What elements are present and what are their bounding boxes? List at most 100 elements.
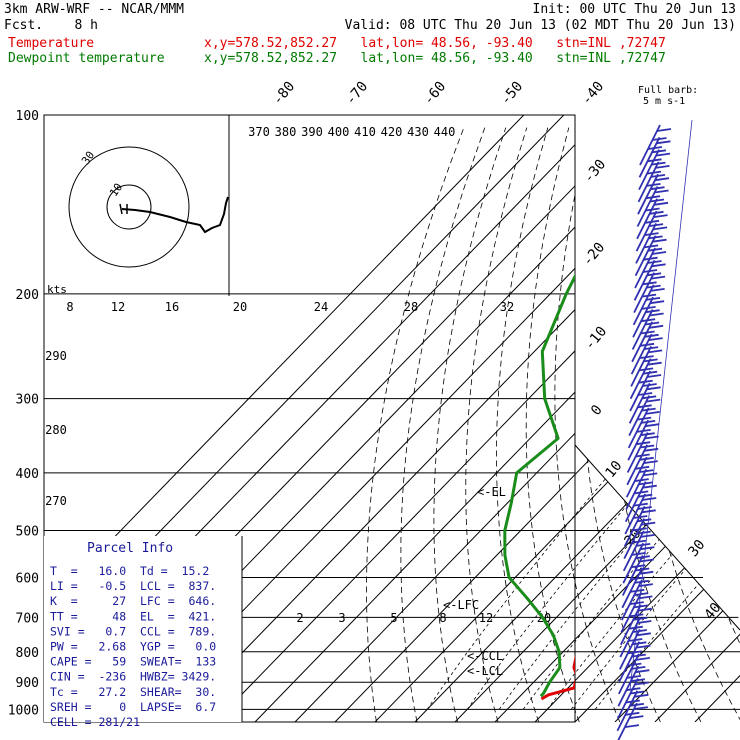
moist-adiabat (546, 318, 740, 710)
wind-barb-flag (646, 398, 661, 403)
theta-label: 440 (434, 125, 456, 139)
wind-barb-flag (649, 324, 664, 329)
profile-dewpoint-temperature (503, 273, 575, 698)
theta-label: 420 (381, 125, 403, 139)
wind-barb-shaft (633, 272, 655, 314)
wind-barb-flag (638, 595, 653, 600)
temperature-location: x,y=578.52,852.27 lat,lon= 48.56, -93.40… (204, 36, 666, 51)
wind-barb-shaft (621, 567, 644, 609)
wind-barb-flag (655, 165, 670, 169)
wind-barb-shaft (617, 678, 639, 719)
mixing-ratio-label: 28 (404, 300, 418, 314)
wind-barb-flag (638, 583, 653, 587)
wind-barb-shaft (629, 358, 652, 400)
wind-barb-shaft (632, 284, 655, 326)
isotherm-line (574, 115, 740, 722)
wind-barb-flag (654, 189, 669, 194)
wind-barb-flag (652, 238, 667, 243)
wind-barb-shaft (639, 124, 661, 166)
mixing-ratio-label: 16 (165, 300, 179, 314)
isotherm-label: -70 (343, 79, 372, 109)
theta-label: 410 (354, 125, 376, 139)
wind-barb-flag (643, 460, 658, 464)
wind-barb-shaft (619, 628, 641, 670)
dry-adiabat (685, 127, 740, 722)
wind-barb-shaft (617, 702, 638, 740)
wind-barb-flag (650, 275, 666, 280)
mixing-ratio-label: 8 (439, 611, 446, 625)
wind-barb-shaft (616, 690, 639, 732)
parcel-line: T = 16.0 Td = 15.2 (50, 564, 209, 578)
lfc-annotation: <-LFC (443, 598, 479, 612)
pressure-label-300: 300 (16, 393, 39, 408)
wind-barb-shaft (637, 173, 659, 215)
wind-barb-shaft (624, 493, 647, 535)
el-annotation: <-EL (477, 485, 506, 499)
dry-adiabat (433, 127, 507, 722)
wind-barb-shaft (623, 505, 646, 547)
parcel-line: CIN = -236 HWBZ= 3429. (50, 670, 216, 684)
mixing-ratio-label: 5 (390, 611, 397, 625)
wind-barb-flag (645, 411, 660, 415)
wind-barb-shaft (634, 247, 656, 289)
wind-barb-shaft (634, 235, 657, 277)
isotherm-label: 30 (685, 537, 708, 560)
parcel-info-panel: Parcel Info T = 16.0 Td = 15.2LI = -0.5 L… (44, 536, 243, 729)
isotherm-line (44, 115, 581, 722)
dewpoint-legend-label: Dewpoint temperature (8, 51, 165, 66)
wind-barb-flag (647, 374, 662, 378)
wind-barb-shaft (631, 309, 654, 350)
wind-barb-shaft (628, 382, 651, 424)
dry-adiabat (660, 127, 740, 722)
mixing-ratio-label: 12 (479, 611, 493, 625)
wind-barb-flag (651, 251, 667, 255)
wind-barb-flag (640, 534, 655, 538)
wind-barb-flag (637, 607, 652, 612)
valid-time: Valid: 08 UTC Thu 20 Jun 13 (02 MDT Thu … (344, 18, 736, 33)
wind-barb-flag (635, 657, 650, 661)
hodograph-ring-outer (68, 146, 190, 268)
wind-barb-flag (651, 263, 666, 268)
wind-axis-line (629, 119, 693, 691)
hodograph-ring-inner (106, 184, 152, 230)
wind-barb-shaft (638, 149, 660, 191)
pressure-label-1000: 1000 (8, 703, 39, 718)
wind-barb-flag (634, 681, 649, 686)
wind-barb-flag (635, 669, 650, 674)
dry-adiabat (554, 127, 621, 722)
wind-barb-shaft (618, 641, 641, 683)
wind-barb-shaft (637, 161, 660, 203)
wind-barb-shaft (635, 222, 657, 264)
hodograph-marks (119, 203, 128, 215)
isotherm-line (494, 115, 740, 722)
isotherm-label: -50 (498, 79, 527, 109)
pressure-label-900: 900 (16, 676, 39, 691)
theta-label: 280 (45, 423, 67, 437)
pressure-label-400: 400 (16, 467, 39, 482)
forecast-hour: Fcst. 8 h (4, 18, 98, 33)
wind-barb-shaft (620, 604, 642, 646)
profiles (503, 273, 575, 701)
wind-barb-flag (653, 214, 668, 218)
wind-barb-flag (633, 706, 649, 710)
model-title: 3km ARW-WRF -- NCAR/MMM (4, 2, 185, 17)
isotherm-line (214, 115, 740, 722)
mixing-ratio-label: 8 (66, 300, 73, 314)
isotherm-label: -80 (270, 79, 299, 109)
isotherm-line (414, 115, 740, 722)
wind-barb-shaft (627, 419, 649, 461)
wind-barb-flag (642, 484, 657, 489)
hodograph: 10 30 kts (47, 115, 230, 296)
moist-adiabat (570, 318, 740, 710)
wind-barb-flag (646, 386, 661, 391)
wind-barb-shaft (620, 579, 643, 621)
wind-barb-flag (641, 509, 656, 514)
wind-legend-title: Full barb: (638, 85, 698, 96)
wind-barb-flag (654, 177, 670, 182)
parcel-line: TT = 48 EL = 421. (50, 609, 216, 623)
isotherm-label: 40 (701, 600, 724, 623)
theta-label: 430 (407, 125, 429, 139)
dewpoint-location: x,y=578.52,852.27 lat,lon= 48.56, -93.40… (204, 51, 666, 66)
pressure-label-200: 200 (16, 288, 39, 303)
